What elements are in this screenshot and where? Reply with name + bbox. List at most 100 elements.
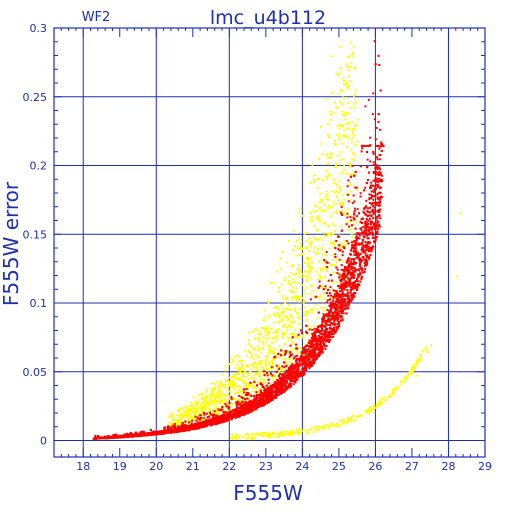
data-point — [356, 188, 359, 191]
data-point — [252, 382, 255, 385]
data-point — [355, 220, 358, 223]
data-point — [269, 360, 272, 363]
data-point — [303, 343, 306, 346]
data-point — [312, 431, 315, 434]
data-point — [247, 365, 250, 368]
data-point — [312, 209, 315, 212]
data-point — [305, 271, 308, 273]
data-point — [187, 411, 190, 414]
data-point — [292, 265, 294, 268]
data-point — [380, 399, 383, 402]
data-point — [206, 396, 208, 399]
data-point — [327, 198, 330, 201]
data-point — [257, 373, 260, 376]
data-point — [280, 366, 283, 369]
data-point — [318, 295, 321, 298]
data-point — [234, 366, 237, 369]
data-point — [253, 401, 256, 404]
data-point — [365, 248, 368, 251]
data-point — [264, 381, 267, 384]
data-point — [209, 398, 212, 401]
data-point — [342, 198, 345, 201]
data-point — [364, 409, 367, 412]
data-point — [296, 428, 299, 431]
data-point — [277, 313, 279, 316]
data-point — [221, 410, 224, 412]
data-point — [373, 224, 376, 227]
data-point — [269, 346, 272, 349]
data-point — [327, 156, 330, 159]
data-point — [266, 327, 269, 330]
data-point — [282, 310, 285, 313]
data-point — [167, 416, 170, 419]
data-point — [268, 336, 271, 339]
data-point — [374, 176, 377, 179]
data-point — [335, 72, 338, 75]
data-point — [327, 424, 330, 427]
data-point — [253, 374, 256, 377]
data-point — [177, 419, 179, 422]
data-point — [316, 238, 319, 241]
data-point — [191, 417, 194, 419]
data-point — [247, 349, 250, 352]
data-point — [325, 169, 328, 172]
data-point — [324, 426, 327, 429]
data-point — [211, 400, 213, 403]
data-point — [202, 406, 204, 409]
data-point — [296, 282, 299, 285]
data-point — [247, 372, 250, 375]
data-point — [323, 222, 326, 225]
data-point — [316, 327, 318, 330]
data-point — [258, 338, 260, 341]
data-point — [379, 217, 382, 220]
data-point — [335, 190, 338, 193]
data-point — [201, 407, 204, 410]
data-point — [376, 156, 378, 159]
data-point — [232, 375, 235, 378]
data-point — [177, 420, 180, 423]
data-point — [236, 411, 239, 414]
data-point — [303, 354, 306, 357]
data-point — [304, 262, 307, 265]
data-point — [340, 273, 343, 276]
data-point — [347, 229, 350, 231]
data-point — [375, 216, 378, 219]
data-point — [320, 198, 323, 201]
data-point — [226, 407, 229, 410]
data-point — [170, 414, 173, 417]
data-point — [324, 175, 327, 178]
data-point — [282, 362, 285, 365]
data-point — [257, 433, 260, 436]
data-point — [290, 337, 293, 340]
data-point — [298, 428, 301, 431]
data-point — [228, 382, 231, 385]
data-point — [322, 267, 325, 270]
data-point — [329, 110, 332, 113]
data-point — [306, 258, 309, 261]
data-point — [368, 410, 371, 413]
data-point — [295, 287, 298, 290]
data-point — [256, 398, 258, 401]
data-point — [241, 366, 244, 369]
data-point — [215, 396, 218, 399]
data-point — [289, 283, 292, 286]
data-point — [353, 212, 355, 215]
data-point — [346, 128, 349, 131]
data-point — [236, 364, 239, 367]
data-point — [255, 366, 258, 369]
data-point — [238, 388, 241, 391]
data-point — [302, 274, 305, 277]
data-point — [254, 401, 257, 404]
data-point — [338, 424, 341, 427]
data-point — [336, 212, 338, 214]
data-point — [231, 361, 234, 364]
data-point — [290, 321, 293, 324]
data-point — [288, 349, 291, 352]
data-point — [304, 345, 307, 348]
data-point — [357, 232, 360, 235]
data-point — [268, 332, 271, 334]
data-point — [284, 389, 287, 392]
data-point — [211, 404, 214, 406]
data-point — [330, 113, 333, 116]
data-point — [265, 367, 268, 370]
